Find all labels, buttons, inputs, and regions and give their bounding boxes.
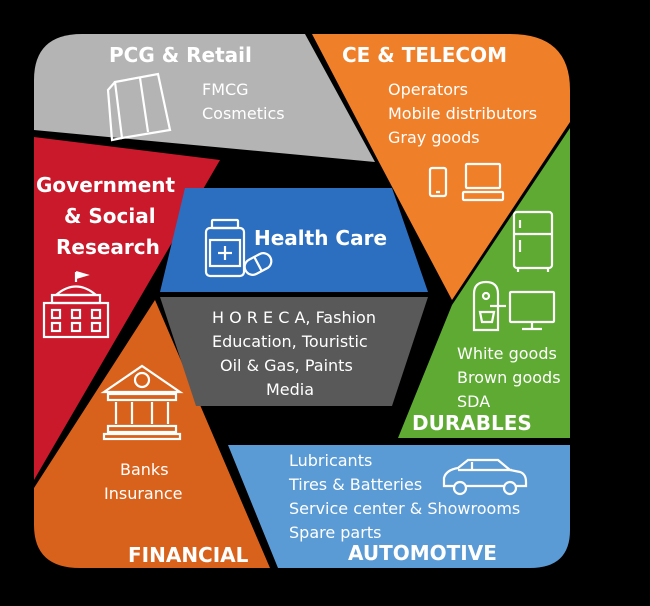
pcg-segment bbox=[34, 34, 375, 162]
other-item-education-touristic: Education, Touristic bbox=[212, 332, 368, 351]
automotive-item-tires-batteries: Tires & Batteries bbox=[289, 475, 423, 494]
pcg-title: PCG & Retail bbox=[109, 43, 252, 67]
financial-item-insurance: Insurance bbox=[104, 484, 183, 503]
financial-title: FINANCIAL bbox=[128, 543, 249, 567]
automotive-item-lubricants: Lubricants bbox=[289, 451, 373, 470]
computer-icon bbox=[461, 162, 505, 202]
government-building-icon bbox=[42, 270, 110, 339]
other-sectors-hexagon bbox=[160, 297, 428, 406]
government-title-line-3: Research bbox=[56, 235, 160, 259]
automotive-title: AUTOMOTIVE bbox=[348, 541, 497, 565]
car-icon bbox=[442, 458, 528, 496]
financial-item-banks: Banks bbox=[120, 460, 169, 479]
automotive-segment bbox=[228, 445, 570, 568]
medicine-icon bbox=[204, 218, 273, 278]
government-segment bbox=[34, 137, 220, 480]
durables-item-sda: SDA bbox=[457, 392, 491, 411]
automotive-item-spare-parts: Spare parts bbox=[289, 523, 382, 542]
monitor-icon bbox=[508, 290, 556, 331]
pcg-item-fmcg: FMCG bbox=[202, 80, 249, 99]
ce-item-gray-goods: Gray goods bbox=[388, 128, 480, 147]
healthcare-title: Health Care bbox=[254, 226, 388, 250]
other-item-horeca-fashion: H O R E C A, Fashion bbox=[212, 308, 376, 327]
government-title-line-1: Government bbox=[36, 173, 176, 197]
ce-item-mobile-distributors: Mobile distributors bbox=[388, 104, 538, 123]
refrigerator-icon bbox=[512, 210, 554, 272]
ce-item-operators: Operators bbox=[388, 80, 468, 99]
pcg-item-cosmetics: Cosmetics bbox=[202, 104, 285, 123]
smartphone-icon bbox=[428, 166, 448, 198]
durables-title: DURABLES bbox=[412, 411, 532, 435]
durables-item-brown-goods: Brown goods bbox=[457, 368, 561, 387]
shopping-bag-icon bbox=[106, 72, 172, 142]
other-item-media: Media bbox=[266, 380, 315, 399]
ce-title: CE & TELECOM bbox=[342, 43, 507, 67]
bank-icon bbox=[100, 364, 184, 441]
automotive-item-service-center: Service center & Showrooms bbox=[289, 499, 521, 518]
government-title-line-2: & Social bbox=[64, 204, 156, 228]
coffee-machine-icon bbox=[472, 280, 506, 332]
durables-item-white-goods: White goods bbox=[457, 344, 557, 363]
other-item-oil-gas-paints: Oil & Gas, Paints bbox=[220, 356, 353, 375]
